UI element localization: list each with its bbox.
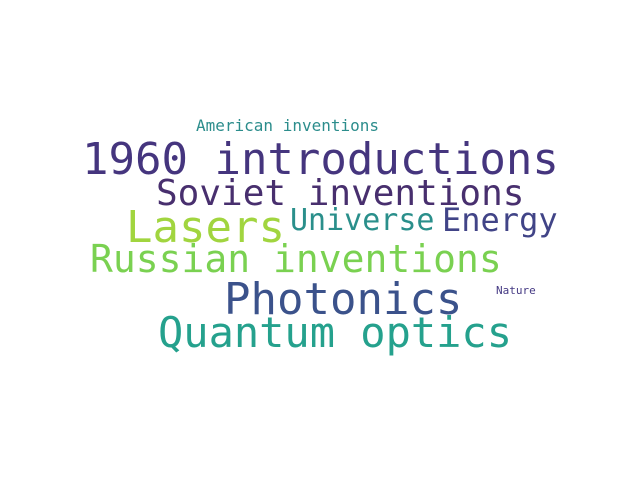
word-lasers: Lasers — [126, 202, 285, 253]
word-1960-introductions: 1960 introductions — [82, 134, 559, 185]
word-nature: Nature — [496, 284, 536, 297]
word-universe: Universe — [290, 203, 435, 238]
word-american-inventions: American inventions — [196, 116, 380, 135]
word-photonics: Photonics — [224, 274, 463, 325]
word-soviet-inventions: Soviet inventions — [156, 173, 525, 214]
word-russian-inventions: Russian inventions — [90, 237, 502, 281]
word-quantum-optics: Quantum optics — [158, 308, 513, 357]
word-energy: Energy — [442, 201, 558, 239]
